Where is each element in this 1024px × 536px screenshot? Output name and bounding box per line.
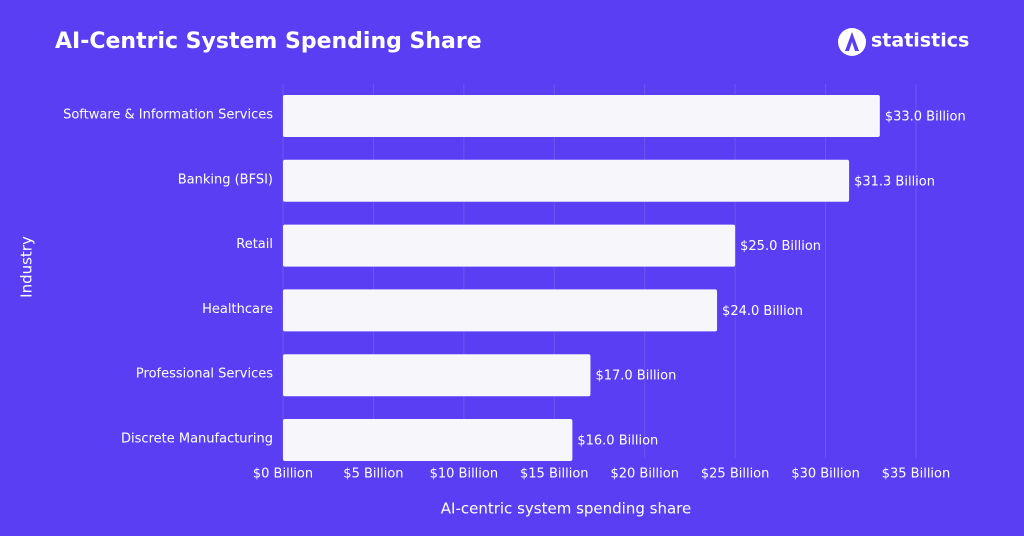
x-tick-label: $25 Billion bbox=[701, 467, 770, 482]
x-tick-label: $20 Billion bbox=[610, 467, 679, 482]
y-axis-title: Industry bbox=[18, 236, 36, 298]
brand: statistics bbox=[871, 30, 969, 52]
y-tick-label: Banking (BFSI) bbox=[178, 172, 273, 187]
value-label: $25.0 Billion bbox=[740, 239, 821, 254]
y-tick-label: Healthcare bbox=[202, 302, 273, 317]
x-axis-title: AI-centric system spending share bbox=[441, 500, 691, 518]
value-label: $31.3 Billion bbox=[854, 174, 935, 189]
x-tick-label: $15 Billion bbox=[520, 467, 589, 482]
value-label: $24.0 Billion bbox=[722, 304, 803, 319]
y-tick-label: Professional Services bbox=[136, 367, 273, 382]
y-tick-label: Discrete Manufacturing bbox=[121, 432, 273, 447]
logo: statistics bbox=[838, 28, 969, 56]
chart-title: AI-Centric System Spending Share bbox=[55, 29, 482, 54]
bar bbox=[283, 224, 736, 267]
y-tick-label: Software & Information Services bbox=[63, 108, 273, 123]
value-label: $33.0 Billion bbox=[885, 110, 966, 125]
bar bbox=[283, 354, 591, 397]
value-label: $16.0 Billion bbox=[577, 434, 658, 449]
bar bbox=[283, 159, 850, 202]
x-tick-label: $0 Billion bbox=[253, 467, 313, 482]
bar bbox=[283, 95, 880, 137]
value-label: $17.0 Billion bbox=[595, 369, 676, 384]
x-tick-label: $30 Billion bbox=[791, 467, 860, 482]
x-tick-label: $35 Billion bbox=[882, 467, 951, 482]
x-tick-label: $10 Billion bbox=[430, 467, 499, 482]
y-tick-label: Retail bbox=[236, 237, 273, 252]
bar bbox=[283, 289, 718, 332]
x-tick-label: $5 Billion bbox=[343, 467, 403, 482]
logo-glyph bbox=[845, 32, 859, 51]
bar bbox=[283, 419, 573, 461]
